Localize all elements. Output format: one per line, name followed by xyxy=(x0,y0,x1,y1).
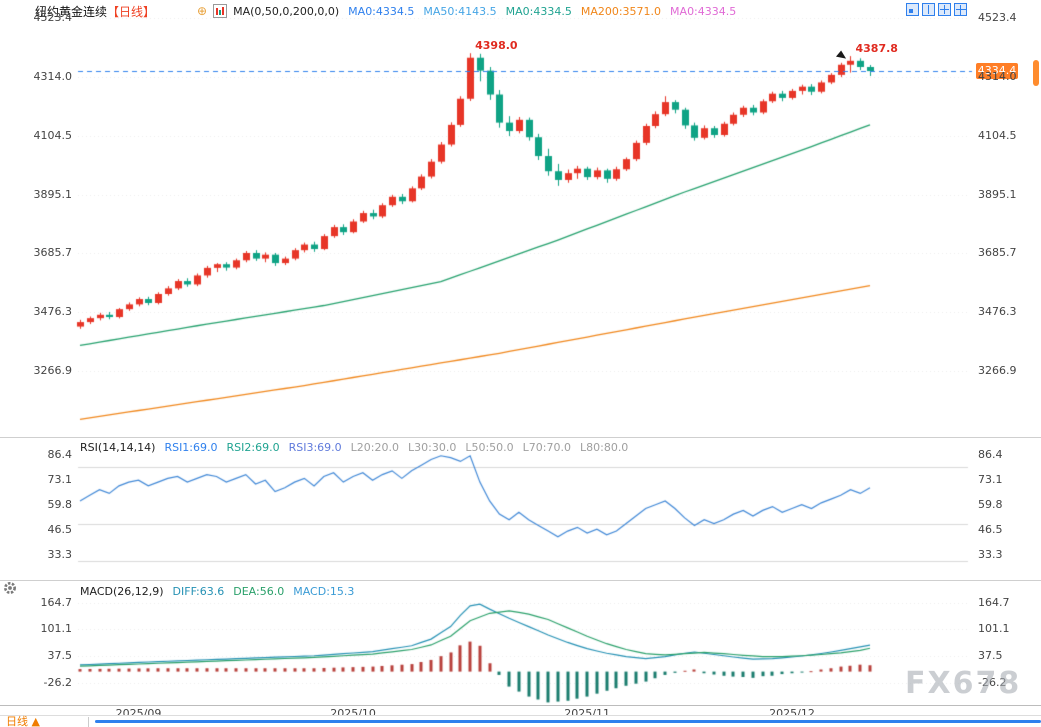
macd-value: DIFF:63.6 xyxy=(172,585,225,598)
price-axis-label: 3895.1 xyxy=(978,187,1017,201)
timeline-scrollbar[interactable] xyxy=(95,720,1041,723)
price-axis-label: 3685.7 xyxy=(33,246,73,260)
rsi-axis-label: 73.1 xyxy=(978,473,1003,487)
rsi-formula: RSI(14,14,14) xyxy=(80,441,156,454)
ma-value: MA200:3571.0 xyxy=(580,4,662,18)
macd-values: DIFF:63.6 DEA:56.0 MACD:15.3 xyxy=(173,585,364,598)
price-axis-label: 3895.1 xyxy=(33,187,73,201)
price-axis-label: 4104.5 xyxy=(33,128,73,142)
price-axis-label: 3266.9 xyxy=(33,364,73,377)
price-annotation: 4387.8 xyxy=(855,42,898,56)
rsi-value: RSI1:69.0 xyxy=(164,441,218,454)
rsi-level-value: L50:50.0 xyxy=(465,441,514,454)
candlestick-settings-icon[interactable] xyxy=(213,4,228,18)
rsi-panel[interactable] xyxy=(0,437,1041,580)
time-axis-line xyxy=(0,705,1041,706)
ma-value: MA0:4334.5 xyxy=(348,4,415,18)
price-axis-label: 4314.0 xyxy=(33,69,73,83)
rsi-value: RSI2:69.0 xyxy=(226,441,280,454)
ma-value: MA0:4334.5 xyxy=(505,4,572,18)
chart-legend: 纽约黄金连续 【日线】 ⊕ MA(0,50,0,200,0,0) MA0:4334.5 M… xyxy=(35,4,745,19)
macd-axis-label: 101.1 xyxy=(40,622,73,636)
macd-axis-label: 37.5 xyxy=(47,648,73,662)
price-axis-label: 4314.0 xyxy=(978,69,1017,83)
price-axis-label: 3685.7 xyxy=(978,246,1017,260)
rsi-axis-label: 59.8 xyxy=(47,498,73,512)
footer-divider xyxy=(88,717,89,727)
macd-value: MACD:15.3 xyxy=(293,585,355,598)
rsi-level-value: L70:70.0 xyxy=(522,441,571,454)
price-axis-label: 3476.3 xyxy=(33,305,73,319)
price-axis-label: 3266.9 xyxy=(978,364,1017,377)
watermark: FX678 xyxy=(905,666,1022,701)
rsi-axis-label: 46.5 xyxy=(47,523,73,537)
macd-axis-label: 164.7 xyxy=(978,596,1010,609)
rsi-level-value: L30:30.0 xyxy=(408,441,457,454)
price-axis-label: 3476.3 xyxy=(978,305,1017,319)
rsi-axis-label: 33.3 xyxy=(47,548,73,561)
ma-values: MA0:4334.5 MA50:4143.5 MA0:4334.5 MA200:357… xyxy=(348,5,745,18)
timeframe-selector[interactable]: 日线 ▲ xyxy=(6,715,40,727)
layout-toolbar xyxy=(906,3,967,16)
rsi-axis-label: 46.5 xyxy=(978,523,1003,537)
panel-separator xyxy=(0,437,1041,438)
ma-value: MA50:4143.5 xyxy=(423,4,497,18)
ma-formula: MA(0,50,0,200,0,0) xyxy=(233,4,340,18)
macd-panel[interactable] xyxy=(0,580,1041,705)
rsi-axis-label: 73.1 xyxy=(47,473,73,487)
macd-formula: MACD(26,12,9) xyxy=(80,585,164,598)
instrument-title: 纽约黄金连续 xyxy=(35,4,108,19)
timeframe-tag[interactable]: 【日线】 xyxy=(107,4,156,19)
macd-axis-label: 101.1 xyxy=(978,622,1010,636)
macd-value: DEA:56.0 xyxy=(233,585,285,598)
macd-legend: MACD(26,12,9) DIFF:63.6 DEA:56.0 MACD:15.3 xyxy=(80,585,372,598)
rsi-values: RSI1:69.0 RSI2:69.0 RSI3:69.0 L20:20.0 L30:3… xyxy=(164,441,637,454)
price-annotation: 4398.0 xyxy=(475,39,518,53)
rsi-level-value: L80:80.0 xyxy=(579,441,629,454)
rsi-axis-label: 86.4 xyxy=(47,448,73,461)
bottom-bar: 日线 ▲ xyxy=(0,715,1041,727)
rsi-legend: RSI(14,14,14) RSI1:69.0 RSI2:69.0 RSI3:69.0… xyxy=(80,441,646,454)
macd-axis-label: -26.2 xyxy=(978,675,1007,689)
rsi-axis-label: 59.8 xyxy=(978,498,1003,512)
macd-axis-label: 37.5 xyxy=(978,648,1003,662)
layout-2-icon[interactable] xyxy=(922,3,935,16)
add-indicator-icon[interactable]: ⊕ xyxy=(197,4,208,18)
layout-1-icon[interactable] xyxy=(906,3,919,16)
axis-scrollbar-thumb[interactable] xyxy=(1033,60,1039,86)
rsi-axis-label: 86.4 xyxy=(978,448,1003,461)
macd-axis-label: 164.7 xyxy=(40,596,73,609)
rsi-level-value: L20:20.0 xyxy=(350,441,399,454)
layout-4-icon[interactable] xyxy=(954,3,967,16)
rsi-value: RSI3:69.0 xyxy=(288,441,342,454)
price-axis-label: 4523.4 xyxy=(978,11,1017,24)
current-price-badge: 4334.4 xyxy=(976,63,1018,80)
price-axis-label: 4523.4 xyxy=(33,11,73,24)
main-price-panel[interactable] xyxy=(0,0,1041,437)
panel-separator xyxy=(0,580,1041,581)
gear-icon[interactable] xyxy=(3,580,17,599)
layout-3-icon[interactable] xyxy=(938,3,951,16)
ma-value: MA0:4334.5 xyxy=(670,4,737,18)
price-axis-label: 4104.5 xyxy=(978,128,1017,142)
macd-axis-label: -26.2 xyxy=(43,675,72,689)
rsi-axis-label: 33.3 xyxy=(978,548,1003,561)
